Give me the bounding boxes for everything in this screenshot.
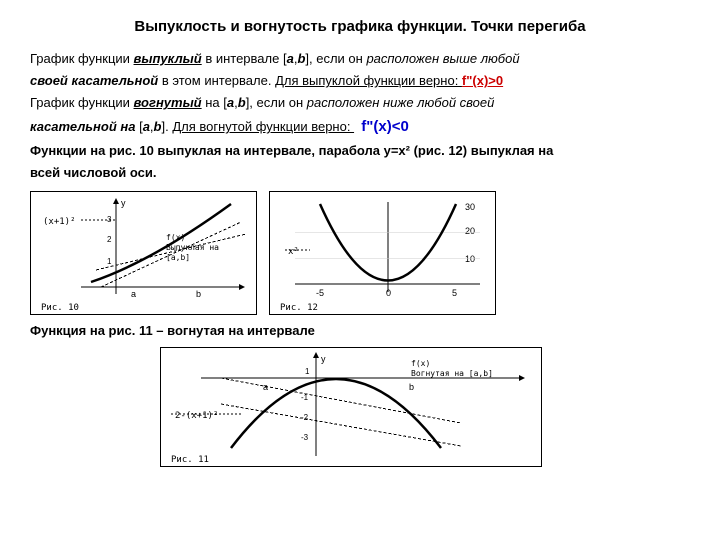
- p4-g: Для вогнутой функции верно:: [172, 119, 354, 134]
- p4-a: касательной на: [30, 119, 135, 134]
- fig11-cap2: Вогнутая на [a,b]: [411, 369, 493, 378]
- p1-c: в интервале [: [202, 51, 287, 66]
- fig12-xl-0: 0: [386, 288, 391, 298]
- para-6: Функция на рис. 11 – вогнутая на интерва…: [30, 321, 690, 341]
- fig12-svg: 30 20 10 x² -5 0 5 Рис. 12: [270, 192, 495, 314]
- fig11-yl-m3: -3: [301, 433, 309, 442]
- p3-c: на [: [202, 95, 227, 110]
- fig12-cap: Рис. 12: [280, 303, 318, 313]
- fig10-cap3: [a,b]: [166, 253, 190, 262]
- fig11-xl-b: b: [409, 382, 414, 392]
- fig11-yl-1: 1: [305, 367, 310, 376]
- fig11-y-label: y: [321, 354, 326, 364]
- p1-d: a: [287, 51, 294, 66]
- fig10-svg: y (x+1)² 3 2 1 a b f(x) Выпуклая на [a,b…: [31, 192, 256, 314]
- fig11-xl-a: a: [263, 382, 268, 392]
- p2-c: Для выпуклой функции верно:: [275, 73, 462, 88]
- fig12-xl-m5: -5: [316, 288, 324, 298]
- para-4: касательной на [a,b]. Для вогнутой функц…: [30, 115, 690, 138]
- graphs-row-2: y 1 -1 -2 -3 2-(x+1)² a b f(x) Вогнутая …: [160, 347, 690, 467]
- fig10-cap2: Выпуклая на: [166, 243, 219, 252]
- p4-h: f"(x)<0: [361, 118, 409, 135]
- p3-b: вогнутый: [134, 95, 202, 110]
- fig11-cap1: f(x): [411, 359, 430, 368]
- p3-h: расположен ниже любой своей: [307, 95, 495, 110]
- p1-b: выпуклый: [134, 51, 202, 66]
- fig11-cap3: Рис. 11: [171, 455, 209, 465]
- p2-b: в этом интервале.: [158, 73, 275, 88]
- para-1: График функции выпуклый в интервале [a,b…: [30, 49, 690, 69]
- fig11-svg: y 1 -1 -2 -3 2-(x+1)² a b f(x) Вогнутая …: [161, 348, 541, 466]
- fig10-expr: (x+1)²: [43, 217, 76, 227]
- p1-a: График функции: [30, 51, 134, 66]
- p4-e: b: [154, 119, 162, 134]
- fig10-yl-3: 3: [107, 215, 112, 224]
- p3-g: ], если он: [246, 95, 307, 110]
- p1-g: ], если он: [305, 51, 366, 66]
- fig12-yl-20: 20: [465, 226, 475, 236]
- fig12-box: 30 20 10 x² -5 0 5 Рис. 12: [269, 191, 496, 315]
- p2-d: f"(x)>0: [462, 73, 503, 88]
- para-5: Функции на рис. 10 выпуклая на интервале…: [30, 141, 690, 161]
- fig11-yl-m1: -1: [301, 393, 309, 402]
- fig10-xl-b: b: [196, 289, 201, 299]
- p4-c: a: [143, 119, 150, 134]
- fig10-yl-2: 2: [107, 235, 112, 244]
- para-2: своей касательной в этом интервале. Для …: [30, 71, 690, 91]
- p2-a: своей касательной: [30, 73, 158, 88]
- p3-a: График функции: [30, 95, 134, 110]
- p1-h: расположен выше любой: [366, 51, 519, 66]
- p4-f: ].: [162, 119, 173, 134]
- fig10-cap1: f(x): [166, 233, 185, 242]
- fig11-expr: 2-(x+1)²: [175, 411, 218, 421]
- para-5b: всей числовой оси.: [30, 163, 690, 183]
- p4-b: [: [135, 119, 142, 134]
- fig10-xl-a: a: [131, 289, 136, 299]
- fig10-box: y (x+1)² 3 2 1 a b f(x) Выпуклая на [a,b…: [30, 191, 257, 315]
- fig10-y-label: y: [121, 198, 126, 208]
- fig11-yl-m2: -2: [301, 413, 309, 422]
- fig10-yl-1: 1: [107, 257, 112, 266]
- fig10-cap4: Рис. 10: [41, 303, 79, 313]
- fig12-expr: x²: [288, 247, 299, 257]
- fig12-yl-30: 30: [465, 202, 475, 212]
- p3-f: b: [238, 95, 246, 110]
- para-3: График функции вогнутый на [a,b], если о…: [30, 93, 690, 113]
- fig12-yl-10: 10: [465, 254, 475, 264]
- graphs-row-1: y (x+1)² 3 2 1 a b f(x) Выпуклая на [a,b…: [30, 191, 690, 315]
- page-title: Выпуклость и вогнутость графика функции.…: [30, 18, 690, 35]
- fig11-box: y 1 -1 -2 -3 2-(x+1)² a b f(x) Вогнутая …: [160, 347, 542, 467]
- fig12-xl-5: 5: [452, 288, 457, 298]
